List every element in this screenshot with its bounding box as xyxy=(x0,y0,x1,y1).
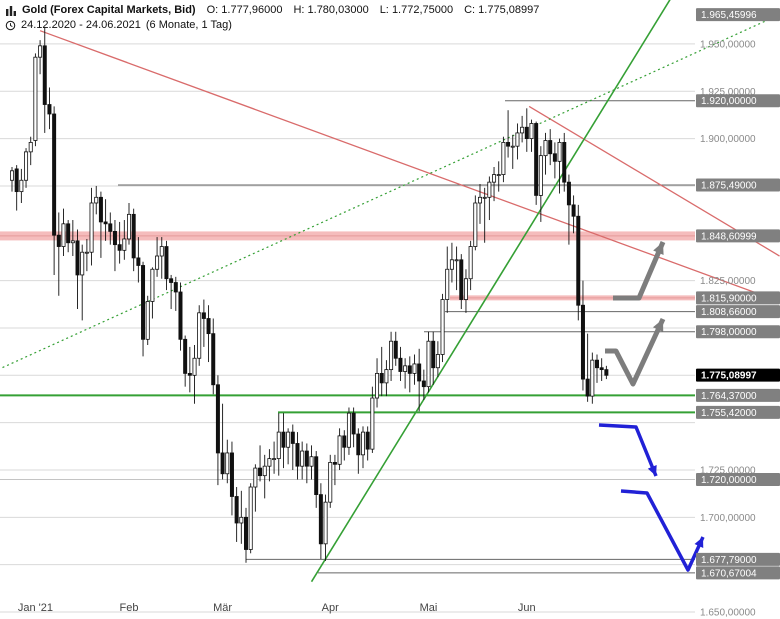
x-axis-label: Jan '21 xyxy=(18,602,53,614)
instrument-icon xyxy=(6,5,16,16)
annotation-arrow-bull-scenario-upper[interactable] xyxy=(613,241,666,301)
svg-text:1.965,45996: 1.965,45996 xyxy=(701,10,757,21)
price-level-badge[interactable]: 1.670,67004 xyxy=(696,566,780,580)
trendline-steep-uptrend-from-apr-low[interactable] xyxy=(310,0,672,583)
x-axis-label: Apr xyxy=(322,602,339,614)
annotation-arrow-bull-scenario-lower[interactable] xyxy=(605,317,666,387)
period-label: (6 Monate, 1 Tag) xyxy=(145,19,232,31)
trendline-downtrend-from-jan-high[interactable] xyxy=(39,30,780,303)
month-axis: Jan '21 Feb Mär Apr Mai Jun xyxy=(18,602,536,614)
price-level-badge[interactable]: 1.798,00000 xyxy=(696,325,780,339)
candles-layer xyxy=(9,26,609,563)
price-level-badge[interactable]: 1.920,00000 xyxy=(696,94,780,108)
x-axis-label: Jun xyxy=(518,602,536,614)
svg-text:1.925,00000: 1.925,00000 xyxy=(700,87,756,98)
svg-text:1.677,79000: 1.677,79000 xyxy=(701,555,757,566)
ohlc-open: O: 1.777,96000 xyxy=(206,4,283,16)
annotation-arrow-bear-scenario-upper[interactable] xyxy=(598,423,658,477)
svg-text:1.808,66000: 1.808,66000 xyxy=(701,307,757,318)
trendline-dotted-uptrend[interactable] xyxy=(0,14,780,370)
price-level-badge[interactable]: 1.848,60999 xyxy=(696,229,780,243)
ohlc-high: H: 1.780,03000 xyxy=(293,4,369,16)
svg-text:1.670,67004: 1.670,67004 xyxy=(701,568,757,579)
svg-text:1.920,00000: 1.920,00000 xyxy=(701,96,757,107)
axis-labels-layer: 1.950,00000 1.925,00000 1.900,00000 1.825,0… xyxy=(700,39,756,618)
svg-text:1.725,00000: 1.725,00000 xyxy=(700,465,756,476)
svg-text:1.764,37000: 1.764,37000 xyxy=(701,391,757,402)
clock-icon xyxy=(5,20,16,31)
arrows-layer xyxy=(598,241,705,572)
levels-layer xyxy=(0,100,695,574)
badges-layer: 1.965,45996 1.920,00000 1.875,49000 1.848,6… xyxy=(696,8,780,580)
svg-text:1.755,42000: 1.755,42000 xyxy=(701,408,757,419)
price-level-badge[interactable]: 1.875,49000 xyxy=(696,178,780,192)
ohlc-low: L: 1.772,75000 xyxy=(379,4,454,16)
svg-text:1.815,90000: 1.815,90000 xyxy=(701,293,757,304)
range-row: 24.12.2020 - 24.06.2021 (6 Monate, 1 Tag… xyxy=(5,18,539,33)
chart-header: Gold (Forex Capital Markets, Bid) O: 1.7… xyxy=(5,3,539,33)
price-level-badge[interactable]: 1.965,45996 xyxy=(696,8,780,22)
svg-text:1.825,00000: 1.825,00000 xyxy=(700,276,756,287)
trendlines-layer xyxy=(0,0,780,583)
annotation-arrow-bear-scenario-lower[interactable] xyxy=(620,489,705,572)
svg-text:1.950,00000: 1.950,00000 xyxy=(700,39,756,50)
instrument-title: Gold (Forex Capital Markets, Bid) xyxy=(22,4,196,16)
price-level-badge[interactable]: 1.808,66000 xyxy=(696,305,780,319)
svg-text:1.848,60999: 1.848,60999 xyxy=(701,231,757,242)
svg-text:1.775,08997: 1.775,08997 xyxy=(701,371,757,382)
svg-text:1.700,00000: 1.700,00000 xyxy=(700,513,756,524)
ohlc-close: C: 1.775,08997 xyxy=(464,4,540,16)
price-level-badge[interactable]: 1.815,90000 xyxy=(696,291,780,305)
current-price-badge[interactable]: 1.775,08997 xyxy=(696,368,780,382)
svg-text:1.875,49000: 1.875,49000 xyxy=(701,181,757,192)
title-row: Gold (Forex Capital Markets, Bid) O: 1.7… xyxy=(5,3,539,18)
price-level-badge[interactable]: 1.764,37000 xyxy=(696,388,780,402)
svg-text:1.650,00000: 1.650,00000 xyxy=(700,607,756,618)
x-axis-label: Mär xyxy=(213,602,232,614)
price-level-badge[interactable]: 1.755,42000 xyxy=(696,405,780,419)
price-level-badge[interactable]: 1.720,00000 xyxy=(696,472,780,486)
x-axis-label: Mai xyxy=(420,602,438,614)
svg-text:1.720,00000: 1.720,00000 xyxy=(701,475,757,486)
date-range: 24.12.2020 - 24.06.2021 xyxy=(21,19,141,31)
svg-text:1.798,00000: 1.798,00000 xyxy=(701,327,757,338)
x-axis-label: Feb xyxy=(120,602,139,614)
price-level-badge[interactable]: 1.677,79000 xyxy=(696,552,780,566)
svg-text:1.900,00000: 1.900,00000 xyxy=(700,134,756,145)
